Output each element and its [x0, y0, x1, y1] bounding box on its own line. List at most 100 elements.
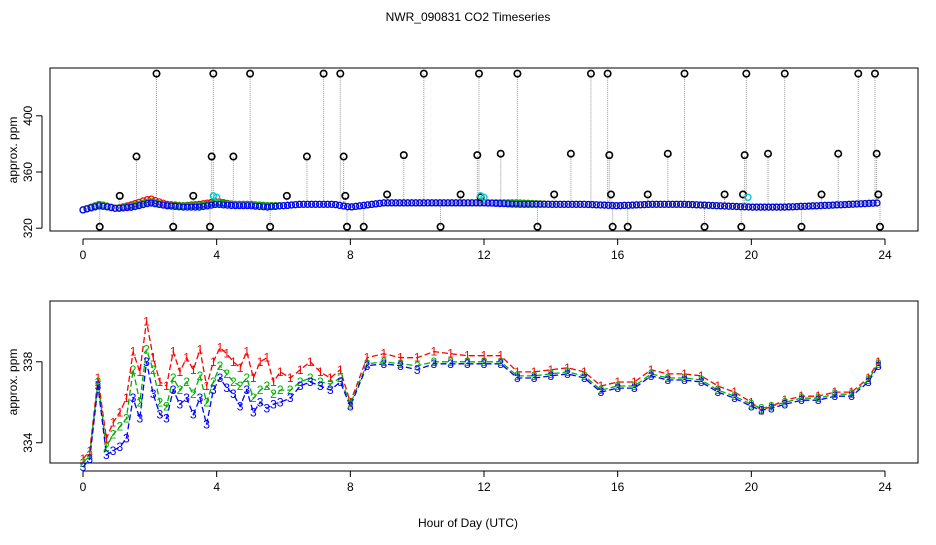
series-3-point — [352, 202, 360, 210]
series-3-marker: 3 — [263, 401, 270, 415]
series-3-point — [436, 199, 444, 207]
series-1-marker: 1 — [832, 385, 839, 399]
series-2-marker: 2 — [150, 363, 157, 377]
series-3-marker: 3 — [832, 389, 839, 403]
flask-point — [720, 190, 729, 199]
series-3-marker: 3 — [414, 363, 421, 377]
series-3-marker: 3 — [758, 403, 765, 417]
flask-point — [780, 69, 789, 78]
series-3-point — [183, 203, 191, 211]
series-1-marker: 1 — [307, 355, 314, 369]
series-3-marker: 3 — [170, 383, 177, 397]
series-3-point — [660, 200, 669, 208]
series-3-point — [652, 200, 661, 208]
series-3-point — [143, 200, 151, 208]
flask-point — [586, 69, 595, 78]
series-2-marker: 2 — [781, 395, 788, 409]
series-1-marker: 1 — [270, 375, 277, 389]
series-3-point — [865, 199, 873, 207]
series-3-point — [400, 199, 408, 207]
series-3-point — [805, 202, 813, 210]
flask-point — [872, 149, 881, 158]
series-3-point — [664, 200, 673, 208]
top-x-tick-label: 16 — [611, 248, 625, 262]
bottom-x-tick-label: 16 — [611, 480, 625, 494]
series-2-marker: 2 — [210, 375, 217, 389]
series-3-point — [175, 203, 183, 211]
flask-point — [336, 69, 345, 78]
series-3-point — [797, 202, 805, 210]
series-3-point — [215, 200, 223, 209]
series-3-point — [608, 201, 616, 210]
series-3-marker: 3 — [270, 397, 277, 411]
series-3-point — [785, 203, 793, 211]
series-2-marker: 2 — [547, 367, 554, 381]
series-3-point — [444, 199, 452, 207]
flask-point — [533, 222, 542, 231]
series-1-marker: 1 — [95, 371, 102, 385]
series-1-marker: 1 — [237, 361, 244, 375]
series-1-marker: 1 — [648, 363, 655, 377]
series-3-point — [79, 206, 87, 214]
flask-point — [513, 69, 522, 78]
series-3-point — [556, 200, 564, 208]
series-1-marker: 1 — [447, 347, 454, 361]
flask-point — [623, 222, 632, 231]
series-3-marker: 3 — [481, 357, 488, 371]
flask-point — [169, 222, 178, 231]
series-2-marker: 2 — [798, 391, 805, 405]
series-3-marker: 3 — [715, 385, 722, 399]
series-3-point — [809, 202, 817, 210]
series-1-marker: 1 — [631, 375, 638, 389]
flask-point — [152, 69, 161, 78]
series-3-point — [283, 201, 292, 209]
series-3-marker: 3 — [86, 452, 93, 466]
series-2-marker: 2 — [731, 389, 738, 403]
top-flask-points — [95, 69, 884, 231]
series-3-point — [728, 202, 737, 210]
series-3-point — [263, 203, 272, 211]
series-3-point — [163, 202, 171, 210]
series-3-point — [243, 202, 251, 210]
series-3-point — [492, 199, 500, 207]
series-3-point — [552, 200, 560, 208]
flask-point — [399, 151, 408, 160]
series-1-marker: 1 — [223, 347, 230, 361]
series-3-marker: 3 — [197, 391, 204, 405]
series-3-point — [672, 200, 681, 208]
series-3-marker: 3 — [143, 355, 150, 369]
series-2-marker: 2 — [95, 375, 102, 389]
series-3-point — [223, 201, 231, 209]
series-1-marker: 1 — [347, 395, 354, 409]
series-2-marker: 2 — [631, 379, 638, 393]
series-1-marker: 1 — [798, 389, 805, 403]
series-3-marker: 3 — [464, 357, 471, 371]
series-3-point — [123, 204, 131, 212]
chart-title: NWR_090831 CO2 Timeseries — [386, 10, 551, 24]
flask-point — [132, 152, 141, 161]
series-3-point — [295, 200, 304, 208]
series-2-marker: 2 — [564, 365, 571, 379]
series-3-marker: 3 — [136, 412, 143, 426]
series-3-marker: 3 — [380, 357, 387, 371]
series-3-point — [636, 201, 645, 209]
top-x-tick-label: 0 — [80, 248, 87, 262]
series-3-point — [524, 200, 532, 208]
series-3-point — [452, 199, 460, 207]
series-3-point — [849, 200, 857, 208]
series-2-marker: 2 — [103, 440, 110, 454]
series-3-point — [207, 201, 215, 209]
series-3-point — [753, 203, 761, 211]
series-2-marker: 2 — [143, 343, 150, 357]
series-2-marker: 2 — [397, 357, 404, 371]
series-3-point — [231, 202, 239, 210]
series-1-marker: 1 — [110, 416, 117, 430]
series-3-point — [504, 200, 512, 208]
series-3-point — [749, 203, 757, 211]
series-1-marker: 1 — [337, 363, 344, 377]
series-1-marker: 1 — [865, 371, 872, 385]
flask-point — [680, 69, 689, 78]
flask-point — [834, 149, 843, 158]
series-2-marker: 2 — [497, 355, 504, 369]
